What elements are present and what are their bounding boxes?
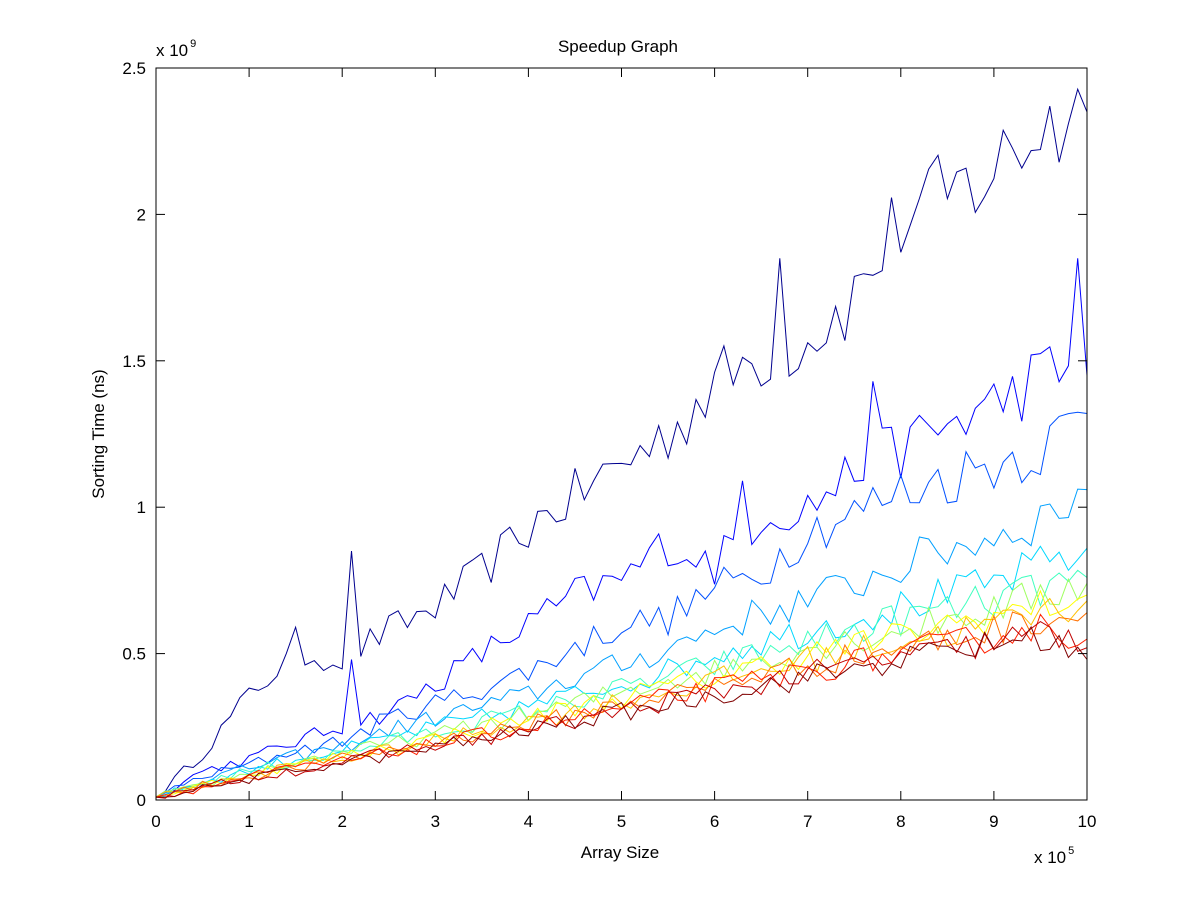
y-axis-label: Sorting Time (ns) bbox=[89, 369, 108, 498]
x-multiplier-exponent: 5 bbox=[1068, 845, 1074, 857]
series-line-3 bbox=[155, 411, 1088, 798]
x-multiplier-base: x 10 bbox=[1034, 848, 1066, 867]
y-axis-multiplier: x 10 9 bbox=[156, 38, 196, 60]
x-tick-label: 3 bbox=[431, 812, 440, 831]
x-tick-label: 5 bbox=[617, 812, 626, 831]
y-tick-label: 2 bbox=[137, 205, 146, 224]
chart-title: Speedup Graph bbox=[558, 37, 678, 56]
y-tick-label: 2.5 bbox=[122, 59, 146, 78]
x-tick-label: 4 bbox=[524, 812, 533, 831]
y-multiplier-exponent: 9 bbox=[190, 38, 196, 50]
series-line-4 bbox=[155, 488, 1088, 798]
x-tick-label: 9 bbox=[989, 812, 998, 831]
x-tick-label: 1 bbox=[244, 812, 253, 831]
x-axis-ticks: 0 1 2 3 4 5 6 7 8 9 10 bbox=[151, 68, 1096, 831]
series-line-7 bbox=[155, 577, 1088, 798]
x-tick-label: 10 bbox=[1078, 812, 1097, 831]
series-line-1 bbox=[155, 87, 1088, 798]
y-tick-label: 1.5 bbox=[122, 352, 146, 371]
series-line-6 bbox=[155, 569, 1088, 798]
y-tick-label: 0.5 bbox=[122, 645, 146, 664]
x-tick-label: 8 bbox=[896, 812, 905, 831]
x-tick-label: 6 bbox=[710, 812, 719, 831]
y-tick-label: 0 bbox=[137, 791, 146, 810]
y-tick-label: 1 bbox=[137, 498, 146, 517]
series-line-2 bbox=[155, 258, 1088, 798]
series-line-12 bbox=[155, 621, 1088, 799]
y-multiplier-base: x 10 bbox=[156, 41, 188, 60]
x-axis-label: Array Size bbox=[581, 843, 659, 862]
x-tick-label: 7 bbox=[803, 812, 812, 831]
series-line-13 bbox=[155, 625, 1088, 798]
x-tick-label: 0 bbox=[151, 812, 160, 831]
x-tick-label: 2 bbox=[337, 812, 346, 831]
y-axis-ticks: 0 0.5 1 1.5 2 2.5 bbox=[122, 59, 1087, 810]
x-axis-multiplier: x 10 5 bbox=[1034, 845, 1074, 867]
series-layer bbox=[155, 87, 1088, 799]
